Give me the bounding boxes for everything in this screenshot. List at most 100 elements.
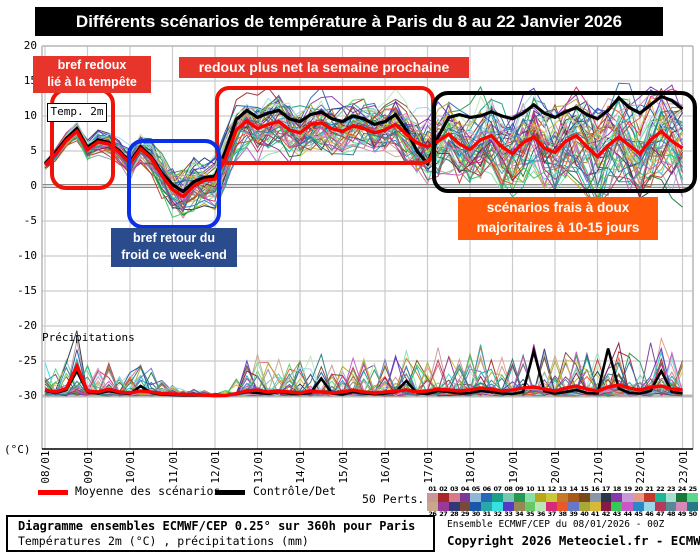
annotation-text: bref redoux xyxy=(57,58,127,72)
x-axis-tick-label: 16/01 xyxy=(379,450,392,484)
pert-number: 24 xyxy=(677,485,687,493)
pert-number: 34 xyxy=(515,510,524,518)
x-axis-tick-label: 08/01 xyxy=(39,450,52,484)
pert-column: 07 32 xyxy=(492,486,503,518)
pert-number: 22 xyxy=(656,485,665,493)
diagram-info-box: Diagramme ensembles ECMWF/CEP 0.25° sur … xyxy=(6,515,435,552)
pert-color-swatch xyxy=(557,493,568,502)
mean-line-swatch xyxy=(38,490,68,495)
pert-color-swatch xyxy=(589,493,601,502)
pert-number: 08 xyxy=(504,485,513,493)
pert-column: 12 37 xyxy=(546,486,558,518)
x-axis-tick-label: 10/01 xyxy=(124,450,137,484)
pert-color-swatch xyxy=(611,502,623,511)
mean-legend-label: Moyenne des scénarios xyxy=(75,484,221,498)
pert-color-swatch xyxy=(459,493,471,502)
pert-number: 38 xyxy=(558,510,568,518)
pert-color-swatch xyxy=(687,502,699,511)
pert-number: 29 xyxy=(460,510,470,518)
control-line-swatch xyxy=(215,490,245,495)
pert-color-swatch xyxy=(437,502,449,511)
y-axis-tick-label: -10 xyxy=(17,249,37,262)
mild-scenarios-annotation: scénarios frais à doux majoritaires à 10… xyxy=(458,197,658,240)
pert-color-swatch xyxy=(654,502,666,511)
pert-column: 01 26 xyxy=(427,486,438,518)
control-legend-label: Contrôle/Det xyxy=(253,484,337,498)
pert-color-swatch xyxy=(470,502,482,511)
pert-number: 45 xyxy=(634,510,643,518)
pert-color-swatch xyxy=(622,493,634,502)
annotation-text: scénarios frais à doux xyxy=(486,200,630,215)
pert-column: 23 48 xyxy=(665,486,677,518)
pert-color-swatch xyxy=(535,493,547,502)
run-info-label: Ensemble ECMWF/CEP du 08/01/2026 - 00Z xyxy=(447,519,665,530)
pert-color-swatch xyxy=(492,502,503,511)
perturbation-color-key: 01 26 02 27 03 28 04 29 05 30 06 31 07 32 08 33 09 34 10 35… xyxy=(427,485,699,518)
precipitations-label: Précipitations xyxy=(42,331,135,344)
pert-number: 11 xyxy=(536,485,546,493)
pert-color-swatch xyxy=(481,493,493,502)
pert-color-swatch xyxy=(470,493,482,502)
pert-column: 22 47 xyxy=(654,485,666,518)
pert-column: 24 49 xyxy=(676,485,688,518)
y-axis-tick-label: 0 xyxy=(30,179,37,192)
weekend-cold-annotation: bref retour du froid ce week-end xyxy=(111,228,237,267)
pert-color-swatch xyxy=(633,493,644,502)
pert-number: 03 xyxy=(450,485,459,493)
next-week-redoux-outline xyxy=(215,86,435,165)
pert-column: 05 30 xyxy=(470,486,482,518)
x-axis-tick-label: 11/01 xyxy=(166,450,180,484)
pert-color-swatch xyxy=(600,493,612,502)
pert-color-swatch xyxy=(589,502,601,511)
x-axis-tick-label: 15/01 xyxy=(336,450,350,484)
pert-number: 14 xyxy=(569,485,578,493)
pert-number: 43 xyxy=(612,510,622,518)
mild-scenarios-outline xyxy=(432,91,697,193)
ensemble-member-temp-line xyxy=(44,110,683,210)
annotation-text: majoritaires à 10-15 jours xyxy=(476,220,640,235)
pert-number: 28 xyxy=(450,510,459,518)
pert-number: 36 xyxy=(536,510,546,518)
pert-color-swatch xyxy=(611,493,623,502)
pert-number: 32 xyxy=(493,510,502,518)
pert-color-swatch xyxy=(643,493,655,502)
pert-column: 14 39 xyxy=(567,485,579,518)
pert-color-swatch xyxy=(654,493,666,502)
pert-column: 04 29 xyxy=(459,486,471,518)
pert-number: 13 xyxy=(558,485,568,493)
pert-color-swatch xyxy=(546,493,558,502)
y-axis-tick-label: 15 xyxy=(23,74,37,87)
x-axis-tick-label: 17/01 xyxy=(421,450,435,484)
pert-number: 19 xyxy=(623,485,633,493)
annotation-text: froid ce week-end xyxy=(121,248,227,262)
pert-number: 26 xyxy=(428,510,437,518)
y-axis-unit-label: (°C) xyxy=(4,443,31,456)
x-axis-tick-label: 23/01 xyxy=(676,450,690,484)
pert-number: 47 xyxy=(656,510,665,518)
pert-color-swatch xyxy=(427,493,438,502)
pert-column: 20 45 xyxy=(633,486,644,518)
pert-color-swatch xyxy=(643,502,655,511)
pert-column: 02 27 xyxy=(437,486,449,518)
pert-number: 31 xyxy=(482,510,492,518)
pert-number: 44 xyxy=(623,510,633,518)
pert-column: 21 46 xyxy=(643,486,655,518)
pert-number: 46 xyxy=(645,510,654,518)
pert-color-swatch xyxy=(622,502,634,511)
y-axis-tick-label: 20 xyxy=(23,39,37,52)
x-axis-tick-label: 21/01 xyxy=(591,450,605,484)
pert-number: 01 xyxy=(428,485,437,493)
pert-number: 35 xyxy=(525,510,535,518)
y-axis-tick-label: -15 xyxy=(17,284,37,297)
pert-color-swatch xyxy=(513,502,525,511)
pert-number: 50 xyxy=(688,510,698,518)
pert-number: 40 xyxy=(580,510,589,518)
x-axis-tick-label: 22/01 xyxy=(634,450,647,484)
pert-color-swatch xyxy=(513,493,525,502)
mean-temp-line xyxy=(43,118,684,199)
x-axis-tick-label: 09/01 xyxy=(81,450,95,484)
next-week-redoux-annotation: redoux plus net la semaine prochaine xyxy=(179,57,469,78)
ensemble-member-temp-line xyxy=(44,120,683,207)
pert-column: 25 50 xyxy=(687,486,699,518)
